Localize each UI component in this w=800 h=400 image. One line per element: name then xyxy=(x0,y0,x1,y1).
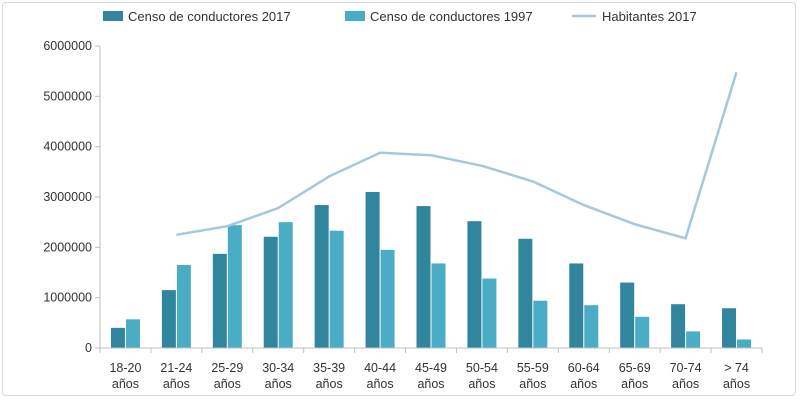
x-tick-label: años xyxy=(316,377,343,391)
x-tick-label: años xyxy=(367,377,394,391)
x-tick-label: años xyxy=(265,377,292,391)
x-tick-label: años xyxy=(112,377,139,391)
bar-0-4 xyxy=(314,205,329,348)
legend-label: Habitantes 2017 xyxy=(602,9,697,24)
bar-0-11 xyxy=(671,304,686,348)
x-tick-label: 25-29 xyxy=(211,361,243,375)
bar-0-0 xyxy=(110,327,125,348)
legend-swatch-1 xyxy=(345,11,365,21)
y-tick-label: 4000000 xyxy=(43,140,92,154)
x-tick-label: 55-59 xyxy=(517,361,549,375)
x-tick-label: 40-44 xyxy=(364,361,396,375)
x-tick-label: años xyxy=(519,377,546,391)
x-tick-label: 45-49 xyxy=(415,361,447,375)
bar-1-0 xyxy=(125,319,140,348)
x-tick-label: 60-64 xyxy=(568,361,600,375)
bar-1-8 xyxy=(533,300,548,348)
x-tick-label: años xyxy=(621,377,648,391)
y-axis: 0 1000000 2000000 3000000 4000000 5000000 6000… xyxy=(43,39,101,355)
y-tick-label: 3000000 xyxy=(43,190,92,204)
y-tick-label: 1000000 xyxy=(43,291,92,305)
y-tick-label: 2000000 xyxy=(43,240,92,254)
bar-1-9 xyxy=(584,305,599,348)
x-tick-label: 35-39 xyxy=(313,361,345,375)
x-tick-label: 30-34 xyxy=(262,361,294,375)
x-axis: 18-20 años 21-24 años 25-29 años 30-34 años 35-3… xyxy=(99,347,763,391)
bar-1-7 xyxy=(482,278,497,348)
legend-label: Censo de conductores 1997 xyxy=(370,9,533,24)
bar-0-2 xyxy=(212,253,227,348)
y-tick-label: 6000000 xyxy=(43,39,92,53)
legend: Censo de conductores 2017 Censo de conduc… xyxy=(103,9,697,24)
bar-0-3 xyxy=(263,236,278,348)
y-tick-label: 5000000 xyxy=(43,89,92,103)
bar-0-8 xyxy=(518,238,533,348)
bar-1-10 xyxy=(635,316,650,348)
legend-swatch-0 xyxy=(103,11,123,21)
y-tick-label: 0 xyxy=(85,341,92,355)
bar-0-12 xyxy=(722,308,737,348)
line-series xyxy=(176,71,738,240)
bar-1-1 xyxy=(176,264,191,348)
bar-1-2 xyxy=(227,225,242,348)
legend-label: Censo de conductores 2017 xyxy=(128,9,291,24)
bar-1-6 xyxy=(431,263,446,348)
bar-1-4 xyxy=(329,230,344,348)
bar-1-5 xyxy=(380,249,395,348)
bar-0-10 xyxy=(620,282,635,348)
x-tick-label: años xyxy=(723,377,750,391)
bar-0-9 xyxy=(569,263,584,348)
bar-0-1 xyxy=(161,290,176,348)
bars xyxy=(110,191,752,348)
x-tick-label: años xyxy=(570,377,597,391)
line-series-path xyxy=(176,71,738,240)
x-tick-label: 18-20 xyxy=(109,361,141,375)
x-tick-label: años xyxy=(672,377,699,391)
x-tick-label: años xyxy=(417,377,444,391)
bar-0-7 xyxy=(467,221,482,348)
bar-0-5 xyxy=(365,191,380,348)
x-tick-label: 50-54 xyxy=(466,361,498,375)
bar-0-6 xyxy=(416,206,431,348)
x-tick-label: > 74 xyxy=(724,361,749,375)
bar-1-12 xyxy=(737,339,752,348)
x-tick-label: 21-24 xyxy=(160,361,192,375)
x-tick-label: años xyxy=(163,377,190,391)
x-tick-label: 65-69 xyxy=(619,361,651,375)
x-tick-label: años xyxy=(468,377,495,391)
bar-1-11 xyxy=(686,331,701,348)
x-tick-label: años xyxy=(214,377,241,391)
x-tick-label: 70-74 xyxy=(670,361,702,375)
bar-1-3 xyxy=(278,222,293,348)
